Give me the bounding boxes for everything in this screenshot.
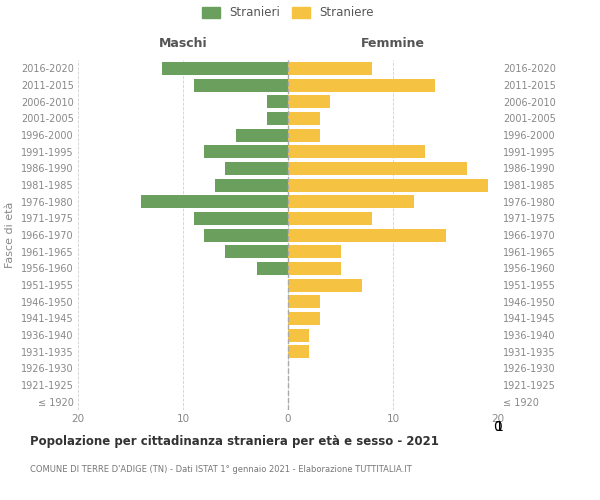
- Bar: [288, 178, 487, 192]
- Bar: [288, 95, 330, 108]
- Text: COMUNE DI TERRE D'ADIGE (TN) - Dati ISTAT 1° gennaio 2021 - Elaborazione TUTTITA: COMUNE DI TERRE D'ADIGE (TN) - Dati ISTA…: [30, 465, 412, 474]
- Bar: [225, 162, 288, 175]
- Bar: [204, 228, 288, 241]
- Bar: [288, 245, 341, 258]
- Text: Maschi: Maschi: [158, 37, 208, 50]
- Y-axis label: Fasce di età: Fasce di età: [5, 202, 16, 268]
- Legend: Stranieri, Straniere: Stranieri, Straniere: [199, 3, 377, 23]
- Text: Femmine: Femmine: [361, 37, 425, 50]
- Bar: [288, 328, 309, 342]
- Bar: [288, 128, 320, 141]
- Bar: [288, 262, 341, 275]
- Bar: [204, 145, 288, 158]
- Bar: [288, 145, 425, 158]
- Text: Popolazione per cittadinanza straniera per età e sesso - 2021: Popolazione per cittadinanza straniera p…: [30, 435, 439, 448]
- Bar: [193, 78, 288, 92]
- Bar: [288, 112, 320, 125]
- Bar: [235, 128, 288, 141]
- Bar: [267, 95, 288, 108]
- Bar: [288, 345, 309, 358]
- Bar: [257, 262, 288, 275]
- Bar: [288, 295, 320, 308]
- Bar: [162, 62, 288, 75]
- Bar: [288, 162, 467, 175]
- Bar: [225, 245, 288, 258]
- Bar: [193, 212, 288, 225]
- Bar: [288, 195, 414, 208]
- Bar: [288, 278, 361, 291]
- Bar: [288, 228, 445, 241]
- Bar: [288, 78, 435, 92]
- Bar: [288, 62, 372, 75]
- Bar: [267, 112, 288, 125]
- Bar: [288, 212, 372, 225]
- Bar: [215, 178, 288, 192]
- Bar: [141, 195, 288, 208]
- Bar: [288, 312, 320, 325]
